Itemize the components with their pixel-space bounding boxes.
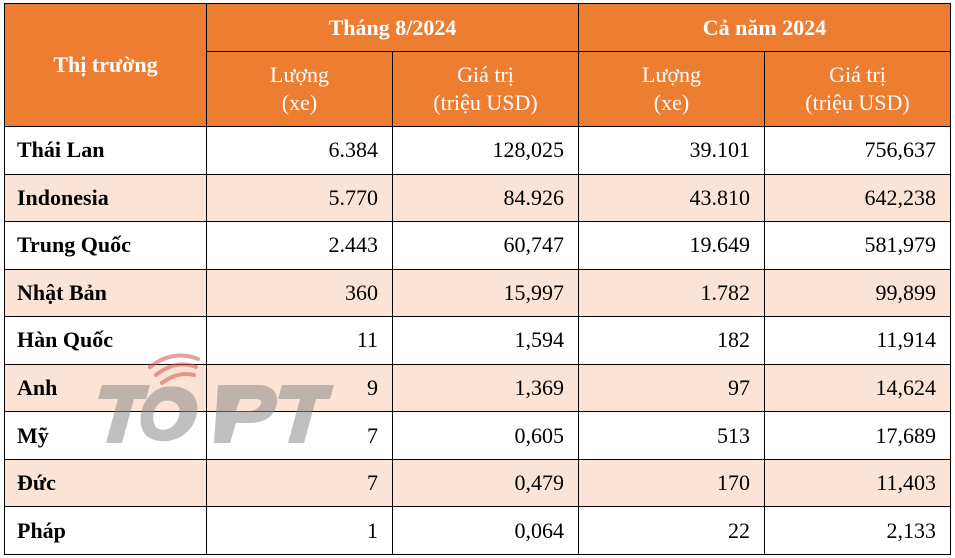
year-qty-header: Lượng (xe) <box>578 51 766 127</box>
year-value-cell: 756,637 <box>764 126 952 175</box>
car-import-table: Thị trường Tháng 8/2024 Cả năm 2024 Lượn… <box>4 3 952 555</box>
country-cell: Đức <box>4 458 207 508</box>
month-value-cell: 128,025 <box>391 126 580 175</box>
month-qty-cell: 360 <box>206 268 393 318</box>
year-value-cell: 11,403 <box>764 458 952 508</box>
country-cell: Mỹ <box>4 411 207 460</box>
table-row: Thái Lan 6.384 128,025 39.101 756,637 <box>4 126 952 175</box>
qty-label-line2: (xe) <box>281 90 318 115</box>
qty-label-line1: Lượng <box>642 62 702 87</box>
value-label-line1: Giá trị <box>457 62 514 87</box>
table-row: Pháp 1 0,064 22 2,133 <box>4 506 952 555</box>
table-row: Indonesia 5.770 84.926 43.810 642,238 <box>4 173 952 223</box>
table-row: Mỹ 7 0,605 513 17,689 <box>4 411 952 460</box>
year-value-cell: 99,899 <box>764 268 952 318</box>
qty-label-line1: Lượng <box>270 62 329 87</box>
year-value-cell: 642,238 <box>764 173 952 223</box>
month-value-cell: 84.926 <box>391 173 580 223</box>
year-value-header: Giá trị (triệu USD) <box>764 51 952 127</box>
year-qty-cell: 170 <box>578 458 766 508</box>
country-cell: Indonesia <box>4 173 207 223</box>
year-qty-cell: 43.810 <box>578 173 766 223</box>
qty-label-line2: (xe) <box>653 90 690 115</box>
month-qty-cell: 1 <box>206 506 393 555</box>
period-year-header: Cả năm 2024 <box>578 3 952 52</box>
month-qty-cell: 7 <box>206 411 393 460</box>
country-cell: Hàn Quốc <box>4 316 207 365</box>
year-qty-cell: 97 <box>578 363 766 413</box>
year-qty-cell: 1.782 <box>578 268 766 318</box>
period-month-header: Tháng 8/2024 <box>205 3 580 52</box>
month-qty-cell: 9 <box>206 363 393 413</box>
table-container: Thị trường Tháng 8/2024 Cả năm 2024 Lượn… <box>4 3 952 555</box>
month-value-cell: 1,594 <box>391 316 580 365</box>
year-value-cell: 11,914 <box>764 316 952 365</box>
month-value-cell: 60,747 <box>391 221 580 270</box>
month-qty-cell: 11 <box>206 316 393 365</box>
country-cell: Anh <box>4 363 207 413</box>
month-qty-cell: 5.770 <box>206 173 393 223</box>
year-value-cell: 14,624 <box>764 363 952 413</box>
table-row: Đức 7 0,479 170 11,403 <box>4 458 952 508</box>
year-qty-cell: 182 <box>578 316 766 365</box>
table-body: Thái Lan 6.384 128,025 39.101 756,637 In… <box>4 126 952 555</box>
table-row: Nhật Bản 360 15,997 1.782 99,899 <box>4 268 952 318</box>
value-label-line2: (triệu USD) <box>805 90 910 115</box>
year-value-cell: 2,133 <box>764 506 952 555</box>
table-row: Hàn Quốc 11 1,594 182 11,914 <box>4 316 952 365</box>
table-row: Anh 9 1,369 97 14,624 <box>4 363 952 413</box>
table-row: Trung Quốc 2.443 60,747 19.649 581,979 <box>4 221 952 270</box>
month-qty-cell: 6.384 <box>206 126 393 175</box>
month-value-cell: 0,064 <box>391 506 580 555</box>
month-value-cell: 1,369 <box>391 363 580 413</box>
value-label-line1: Giá trị <box>829 62 886 87</box>
market-header: Thị trường <box>4 3 207 127</box>
country-cell: Pháp <box>4 506 207 555</box>
month-qty-cell: 2.443 <box>206 221 393 270</box>
country-cell: Nhật Bản <box>4 268 207 318</box>
value-label-line2: (triệu USD) <box>433 90 538 115</box>
year-value-cell: 581,979 <box>764 221 952 270</box>
month-value-cell: 0,605 <box>391 411 580 460</box>
year-qty-cell: 22 <box>578 506 766 555</box>
month-value-cell: 15,997 <box>391 268 580 318</box>
month-qty-header: Lượng (xe) <box>206 51 393 127</box>
year-qty-cell: 513 <box>578 411 766 460</box>
table-header: Thị trường Tháng 8/2024 Cả năm 2024 Lượn… <box>4 3 952 127</box>
year-qty-cell: 39.101 <box>578 126 766 175</box>
year-value-cell: 17,689 <box>764 411 952 460</box>
year-qty-cell: 19.649 <box>578 221 766 270</box>
month-value-header: Giá trị (triệu USD) <box>391 51 580 127</box>
month-value-cell: 0,479 <box>391 458 580 508</box>
country-cell: Trung Quốc <box>4 221 207 270</box>
month-qty-cell: 7 <box>206 458 393 508</box>
country-cell: Thái Lan <box>4 126 207 175</box>
